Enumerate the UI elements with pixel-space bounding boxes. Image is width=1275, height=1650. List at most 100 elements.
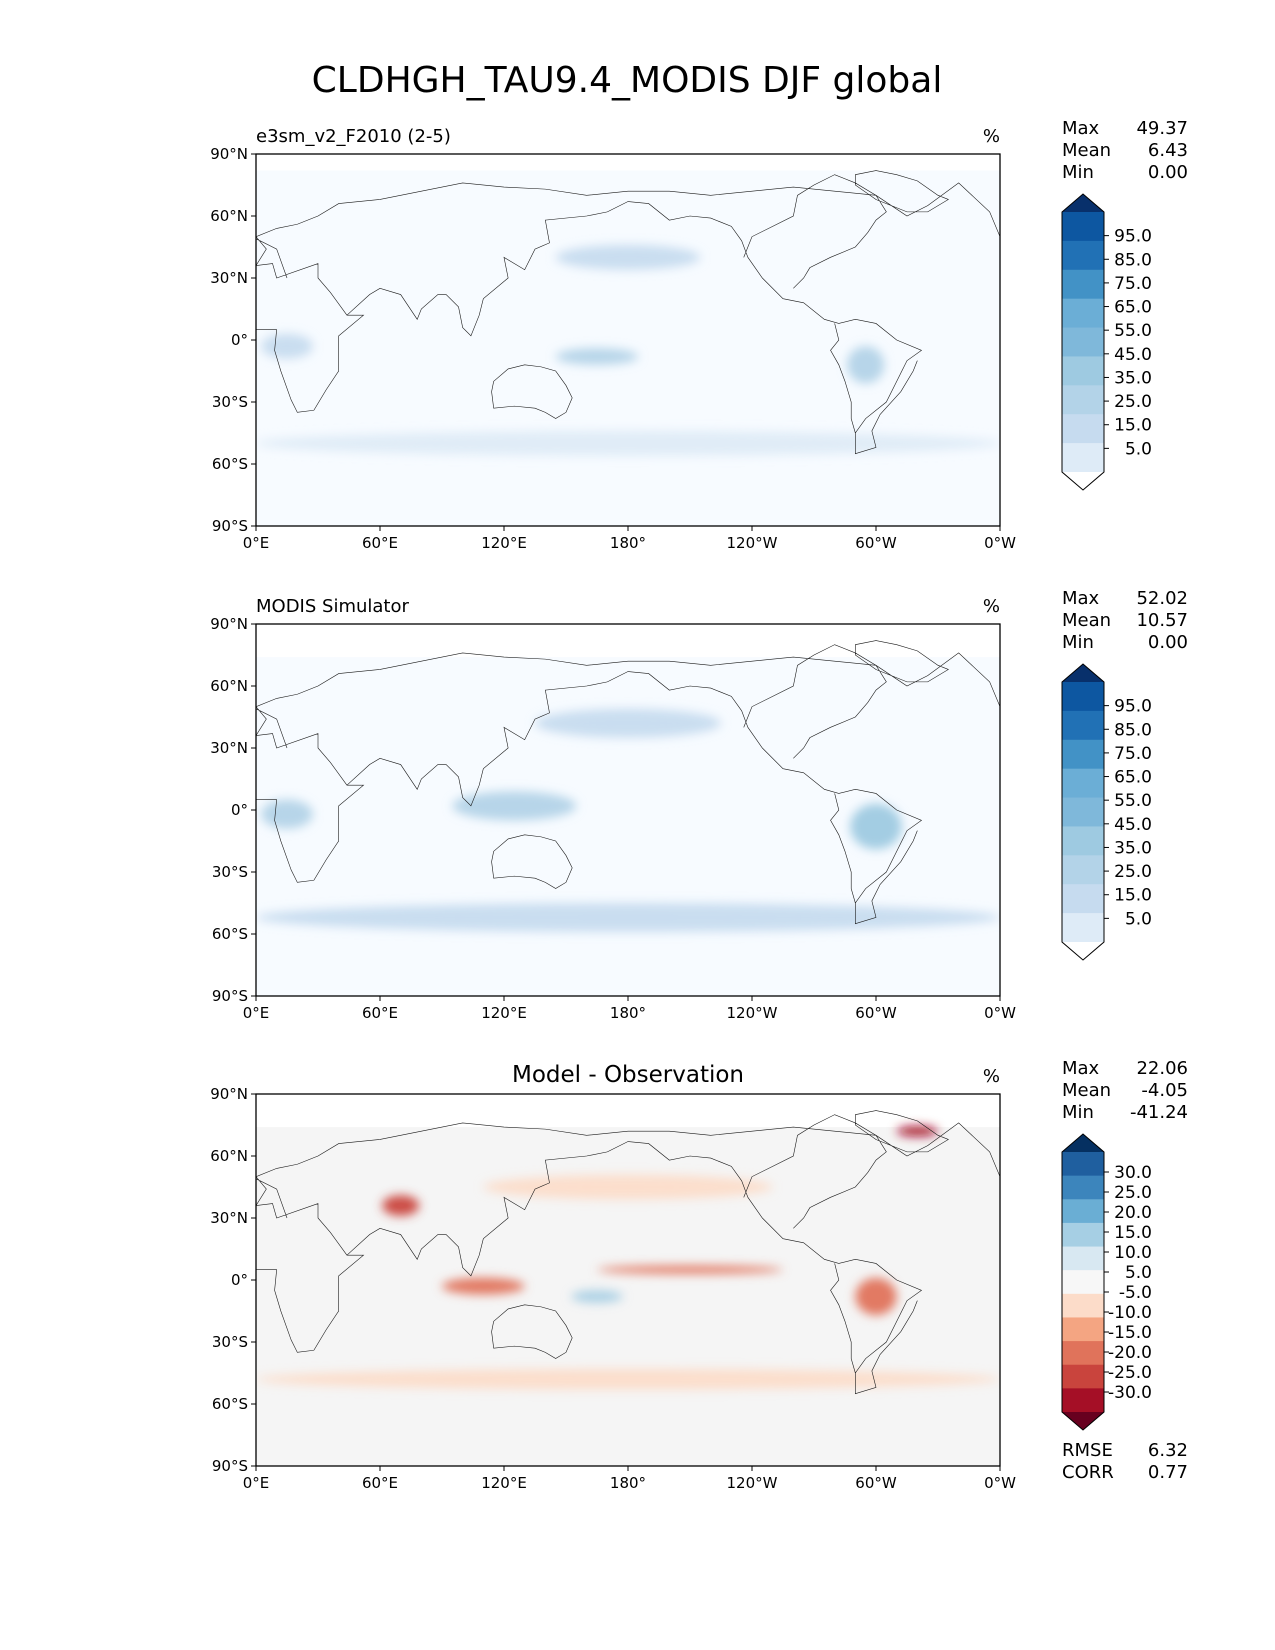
- colorbar-label: 55.0: [1114, 321, 1152, 341]
- colorbar-segment: [1062, 682, 1104, 712]
- lon-tick-label: 120°W: [727, 534, 778, 552]
- colorbar-label: 30.0: [1114, 1163, 1152, 1183]
- stat-value: 49.37: [1136, 118, 1188, 139]
- lat-tick-label: 60°N: [210, 207, 248, 225]
- colorbar-label: 45.0: [1114, 345, 1152, 365]
- colorbar-segment: [1062, 913, 1104, 943]
- colorbar-segment: [1062, 1388, 1104, 1413]
- colorbar-segment: [1062, 1341, 1104, 1366]
- lat-tick-label: 30°N: [210, 739, 248, 757]
- lat-tick-label: 0°: [231, 1271, 248, 1289]
- field-feature-2: [597, 1265, 783, 1274]
- lat-tick-label: 60°N: [210, 677, 248, 695]
- panel-units: %: [983, 126, 1000, 147]
- stat-value: 0.00: [1148, 632, 1188, 653]
- panel-left-title: MODIS Simulator: [256, 596, 409, 617]
- lon-tick-label: 0°W: [984, 1004, 1016, 1022]
- field-feature-4: [256, 430, 1000, 456]
- colorbar-segment: [1062, 327, 1104, 357]
- panel-units: %: [983, 596, 1000, 617]
- colorbar-segment: [1062, 269, 1104, 300]
- lat-tick-label: 0°: [231, 801, 248, 819]
- field-feature-1: [442, 1277, 525, 1295]
- figure-title: CLDHGH_TAU9.4_MODIS DJF global: [312, 60, 943, 101]
- stat-label: Mean: [1062, 1080, 1111, 1101]
- field-feature-7: [483, 1174, 773, 1200]
- colorbar-label: -10.0: [1108, 1303, 1152, 1323]
- panel-diff: Model - Observation % 0°E 60°E 120°E 180° 120°…: [210, 1058, 1188, 1492]
- colorbar-label: 95.0: [1114, 227, 1152, 247]
- colorbar-label: 15.0: [1114, 416, 1152, 436]
- lon-tick-label: 60°W: [855, 1004, 897, 1022]
- colorbar-label: 5.0: [1125, 439, 1152, 459]
- field-feature-6: [256, 1368, 1000, 1390]
- lat-tick-label: 60°S: [212, 455, 248, 473]
- polar-mask-north: [256, 154, 1000, 171]
- colorbar-segment: [1062, 739, 1104, 770]
- lon-tick-label: 180°: [610, 1004, 646, 1022]
- stat-label: Max: [1062, 118, 1100, 139]
- colorbar-label: 20.0: [1114, 1203, 1152, 1223]
- field-feature-3: [571, 1290, 623, 1303]
- lon-tick-label: 0°E: [243, 1004, 270, 1022]
- stat-label: Min: [1062, 632, 1094, 653]
- lat-tick-label: 90°S: [212, 987, 248, 1005]
- stat-label: Mean: [1062, 140, 1111, 161]
- field-feature-0: [382, 1195, 420, 1216]
- colorbar-over-extend: [1062, 664, 1104, 682]
- field-feature-3: [555, 244, 701, 270]
- field-feature-4: [256, 903, 1000, 932]
- lat-tick-label: 60°N: [210, 1147, 248, 1165]
- colorbar-segment: [1062, 240, 1104, 271]
- panel-test: e3sm_v2_F2010 (2-5) % 0°E 60°E 120°E 180° 120°…: [210, 118, 1188, 552]
- extra-stat-label: CORR: [1062, 1462, 1114, 1483]
- lat-tick-label: 0°: [231, 331, 248, 349]
- stat-label: Max: [1062, 588, 1100, 609]
- colorbar-label: 35.0: [1114, 838, 1152, 858]
- polar-band-south: [256, 501, 1000, 526]
- extra-stat-value: 6.32: [1148, 1440, 1188, 1461]
- colorbar-segment: [1062, 356, 1104, 386]
- colorbar-label: 10.0: [1114, 1243, 1152, 1263]
- stat-label: Min: [1062, 162, 1094, 183]
- lon-tick-label: 0°W: [984, 1474, 1016, 1492]
- colorbar: 30.025.020.015.010.05.0-5.0-10.0-15.0-20…: [1061, 1133, 1152, 1431]
- colorbar-segment: [1062, 1222, 1104, 1248]
- lon-tick-label: 180°: [610, 534, 646, 552]
- lat-tick-label: 30°N: [210, 1209, 248, 1227]
- lon-tick-label: 60°E: [362, 1474, 398, 1492]
- lat-tick-label: 60°S: [212, 1395, 248, 1413]
- stat-value: 6.43: [1148, 140, 1188, 161]
- map-background: [256, 1094, 1000, 1466]
- colorbar-segment: [1062, 1199, 1104, 1224]
- lon-tick-label: 60°W: [855, 534, 897, 552]
- colorbar-segment: [1062, 443, 1104, 473]
- colorbar-segment: [1062, 1152, 1104, 1177]
- colorbar-segment: [1062, 1175, 1104, 1200]
- field-features: [256, 708, 1000, 932]
- colorbar-label: 75.0: [1114, 744, 1152, 764]
- lon-tick-label: 120°E: [481, 1004, 527, 1022]
- colorbar-segment: [1062, 1246, 1104, 1271]
- colorbar-segment: [1062, 826, 1104, 856]
- field-features: [256, 244, 1000, 456]
- field-feature-1: [261, 333, 313, 359]
- lat-tick-label: 90°S: [212, 517, 248, 535]
- lon-tick-label: 60°E: [362, 534, 398, 552]
- map-field: [256, 154, 1000, 526]
- colorbar-segment: [1062, 710, 1104, 741]
- colorbar-segment: [1062, 855, 1104, 885]
- extra-stat-label: RMSE: [1062, 1440, 1113, 1461]
- colorbar-segment: [1062, 768, 1104, 799]
- colorbar-label: 25.0: [1114, 392, 1152, 412]
- colorbar-label: -30.0: [1108, 1383, 1152, 1403]
- field-feature-4: [855, 1277, 897, 1316]
- field-feature-1: [850, 803, 902, 850]
- field-features: [256, 1126, 1000, 1390]
- lat-tick-label: 30°N: [210, 269, 248, 287]
- colorbar: 95.0 85.0 75.0 65.0 55.0 45.0 35.0 25.0 15.0 5.0: [1061, 663, 1152, 961]
- colorbar-label: 25.0: [1114, 862, 1152, 882]
- polar-band-south: [256, 971, 1000, 996]
- colorbar-label: 85.0: [1114, 250, 1152, 270]
- field-feature-0: [555, 348, 639, 365]
